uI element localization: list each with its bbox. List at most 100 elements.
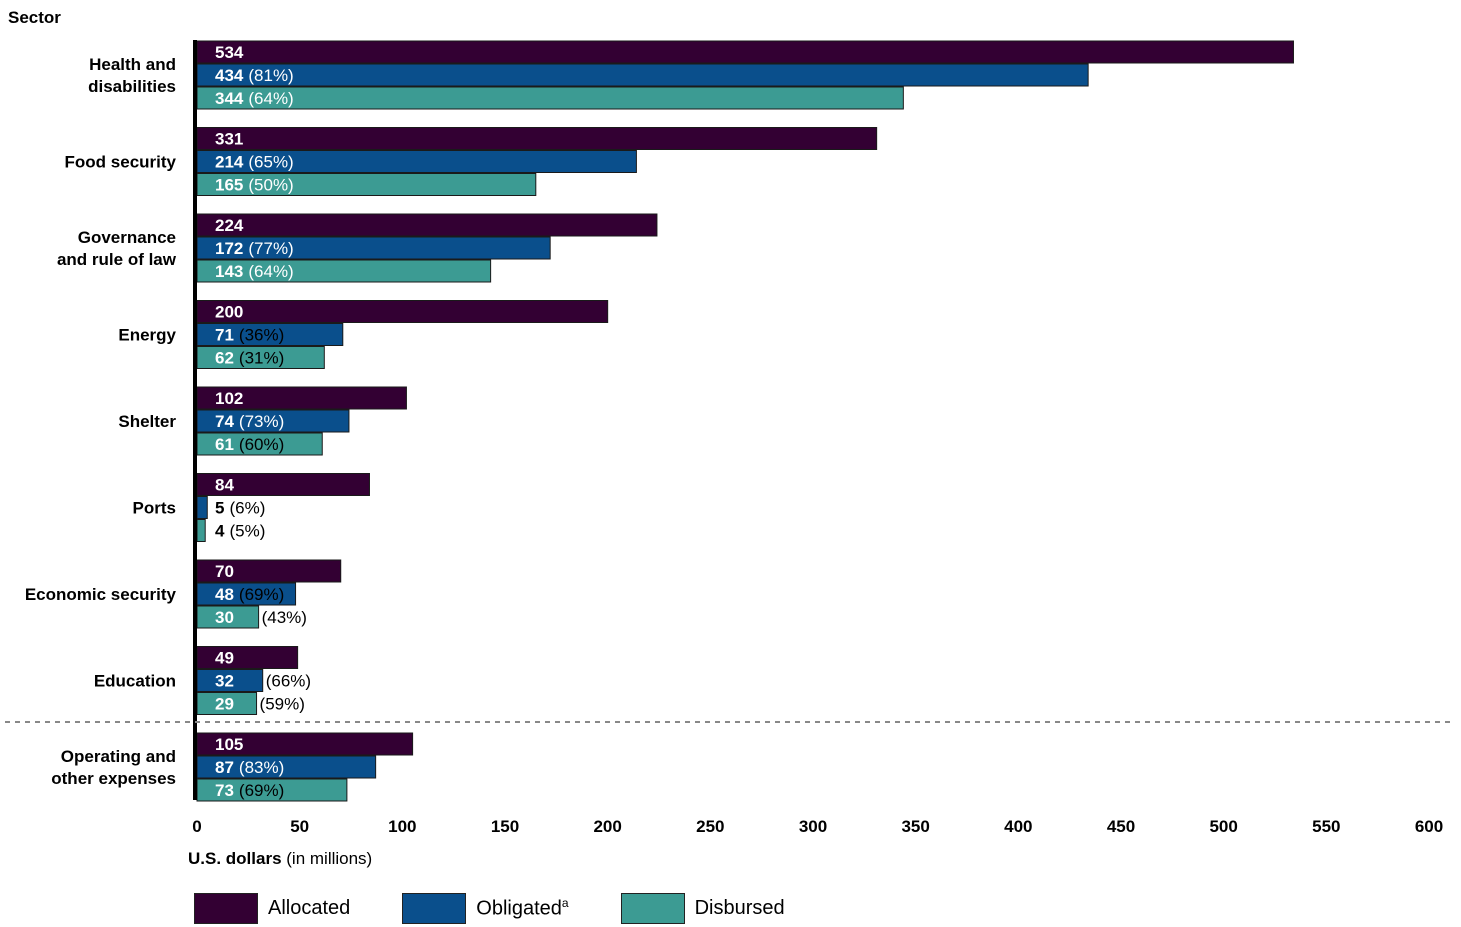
x-tick-label: 50 — [290, 817, 309, 836]
data-label: 5 (6%) — [215, 499, 265, 518]
data-label: 434 (81%) — [215, 66, 294, 85]
data-label: 87 (83%) — [215, 758, 284, 777]
data-label: 32 (66%) — [215, 672, 311, 691]
category-label-line: Food security — [65, 153, 177, 172]
data-label: 165 (50%) — [215, 176, 294, 195]
category-label-line: Economic security — [25, 585, 177, 604]
category-label-line: other expenses — [51, 769, 176, 788]
bar-allocated — [196, 213, 658, 237]
data-label-value: 172 — [215, 239, 243, 258]
data-label-percent: (77%) — [248, 239, 293, 258]
bar-allocated — [196, 300, 609, 323]
x-tick-label: 250 — [696, 817, 724, 836]
data-label-value: 87 — [215, 758, 234, 777]
data-label-value: 62 — [215, 349, 234, 368]
data-label-percent: (43%) — [262, 608, 307, 627]
data-label: 172 (77%) — [215, 239, 294, 258]
data-label: 70 — [215, 562, 234, 581]
data-label-value: 214 — [215, 153, 244, 172]
legend-item-allocated: Allocated — [194, 893, 350, 924]
data-label-value: 32 — [215, 672, 234, 691]
data-label-percent: (73%) — [239, 412, 284, 431]
x-tick-label: 100 — [388, 817, 416, 836]
category-label-line: disabilities — [88, 77, 176, 96]
bar-allocated — [196, 40, 1294, 64]
legend-label-allocated: Allocated — [268, 897, 351, 919]
legend-label-obligated: Obligateda — [476, 896, 568, 921]
bar-allocated — [196, 646, 299, 669]
x-tick-label: 450 — [1107, 817, 1135, 836]
x-tick-label: 150 — [491, 817, 519, 836]
data-label-value: 29 — [215, 695, 234, 714]
data-label-value: 49 — [215, 649, 234, 668]
data-label: 71 (36%) — [215, 326, 284, 345]
x-tick-label: 200 — [593, 817, 621, 836]
data-label-value: 73 — [215, 781, 234, 800]
x-tick-label: 500 — [1209, 817, 1237, 836]
category-label-line: Operating and — [61, 747, 176, 766]
data-label: 29 (59%) — [215, 695, 305, 714]
x-axis-title: U.S. dollars (in millions) — [188, 849, 372, 869]
data-label-percent: (60%) — [239, 435, 284, 454]
legend-swatch-obligated — [402, 893, 467, 924]
y-axis-title: Sector — [8, 8, 61, 27]
data-label-percent: (59%) — [260, 695, 305, 714]
data-label-value: 4 — [215, 522, 225, 541]
data-label: 49 — [215, 649, 234, 668]
bar-allocated — [196, 127, 878, 150]
data-label: 331 — [215, 130, 243, 149]
category-label-health-and-disabilities: Health and disabilities — [88, 55, 176, 96]
data-label: 534 — [215, 43, 244, 62]
data-label-value: 165 — [215, 176, 243, 195]
x-tick-label: 600 — [1415, 817, 1443, 836]
bar-obligated — [196, 63, 1089, 87]
data-label-value: 200 — [215, 303, 243, 322]
category-label-ports: Ports — [133, 499, 176, 518]
category-label-energy: Energy — [118, 326, 176, 345]
category-label-line: Governance — [78, 228, 176, 247]
data-label-value: 70 — [215, 562, 234, 581]
category-label-line: Health and — [89, 55, 176, 74]
data-label-percent: (81%) — [248, 66, 293, 85]
data-label: 344 (64%) — [215, 89, 294, 108]
data-label: 224 — [215, 216, 244, 235]
data-label-value: 331 — [215, 130, 243, 149]
data-label-value: 224 — [215, 216, 244, 235]
data-label: 84 — [215, 476, 234, 495]
category-label-education: Education — [94, 672, 176, 691]
data-label: 30 (43%) — [215, 608, 307, 627]
data-label-percent: (83%) — [239, 758, 284, 777]
bar-obligated — [196, 496, 208, 519]
category-label-operating-and-other-expenses: Operating and other expenses — [51, 747, 176, 788]
data-label-value: 102 — [215, 389, 243, 408]
data-label-value: 61 — [215, 435, 234, 454]
data-label: 105 — [215, 735, 243, 754]
data-label: 200 — [215, 303, 243, 322]
category-label-line: Energy — [118, 326, 176, 345]
x-tick-label: 350 — [901, 817, 929, 836]
data-label: 214 (65%) — [215, 153, 294, 172]
data-label-value: 84 — [215, 476, 234, 495]
data-label: 73 (69%) — [215, 781, 284, 800]
category-label-governance-and-rule-of-law: Governance and rule of law — [57, 228, 177, 269]
data-label-percent: (50%) — [248, 176, 293, 195]
data-label: 74 (73%) — [215, 412, 284, 431]
x-axis-title-rest: (in millions) — [286, 849, 373, 868]
bar-disbursed — [196, 86, 904, 110]
legend-item-disbursed: Disbursed — [620, 893, 785, 924]
category-label-line: Shelter — [118, 412, 176, 431]
data-label-percent: (5%) — [229, 522, 265, 541]
data-label: 61 (60%) — [215, 435, 284, 454]
legend-label-obligated-text: Obligated — [476, 897, 562, 920]
x-tick-label: 400 — [1004, 817, 1032, 836]
legend-label-disbursed: Disbursed — [694, 897, 785, 919]
bar-disbursed — [196, 519, 206, 542]
category-label-economic-security: Economic security — [25, 585, 177, 604]
x-tick-label: 300 — [799, 817, 827, 836]
data-label: 102 — [215, 389, 243, 408]
data-label: 4 (5%) — [215, 522, 265, 541]
x-axis-title-bold: U.S. dollars — [188, 849, 282, 868]
legend: Allocated Obligateda Disbursed — [194, 893, 837, 924]
data-label-percent: (69%) — [239, 585, 284, 604]
